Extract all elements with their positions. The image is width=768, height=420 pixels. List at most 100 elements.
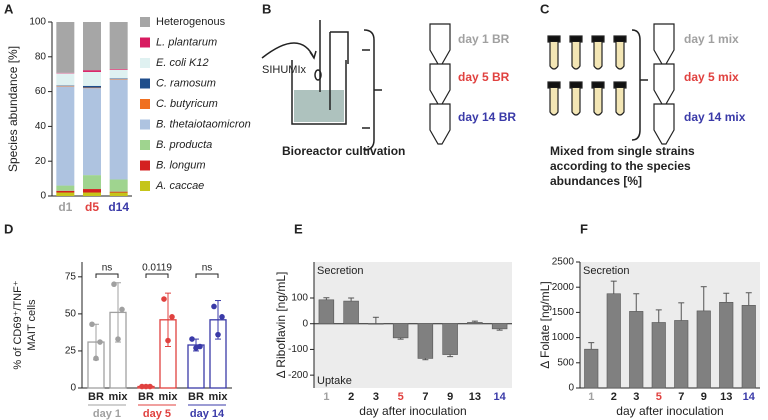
legend-label: B. longum — [156, 159, 206, 171]
data-point — [111, 281, 117, 288]
data-point — [189, 336, 195, 342]
panel-letter: B — [262, 1, 271, 16]
x-axis-label: day after inoculation — [359, 404, 466, 418]
bar-segment — [109, 68, 128, 70]
y-tick-label: 100 — [29, 17, 46, 28]
x-tick-label: 1 — [588, 391, 594, 403]
y-tick-label: 20 — [35, 156, 47, 167]
x-tick-label: d14 — [108, 200, 129, 214]
diagram-output-label: day 14 BR — [458, 110, 516, 124]
data-point — [211, 303, 217, 310]
data-point — [89, 321, 95, 328]
bar-segment — [109, 69, 128, 79]
legend-swatch — [140, 140, 150, 150]
legend-swatch — [140, 17, 150, 27]
bar-segment — [109, 191, 128, 193]
diagram-output-label: day 14 mix — [684, 110, 746, 124]
shaded-region — [314, 262, 512, 388]
y-tick-label: 0 — [70, 383, 76, 394]
x-tick-label: BR — [188, 391, 204, 403]
x-tick-label: 13 — [720, 391, 732, 403]
bar-segment — [83, 71, 101, 86]
bar — [719, 302, 734, 389]
bar — [741, 305, 756, 389]
legend-label: B. thetaiotaomicron — [156, 118, 251, 130]
bar — [442, 323, 458, 355]
x-tick-label: mix — [159, 391, 179, 403]
y-tick-label: 40 — [35, 121, 47, 132]
bar — [392, 323, 409, 339]
bar-segment — [56, 85, 75, 87]
group-label: day 5 — [143, 408, 171, 420]
diagram-output-label: day 1 BR — [458, 32, 510, 46]
x-tick-label: d5 — [85, 200, 99, 214]
significance-label: ns — [202, 263, 213, 274]
y-tick-label: 50 — [65, 309, 77, 320]
data-point — [97, 339, 103, 345]
data-point — [139, 383, 145, 390]
data-point — [143, 383, 149, 390]
legend-label: Heterogenous — [156, 16, 226, 28]
y-axis-label: Δ Folate [ng/mL] — [538, 281, 552, 368]
bar-segment — [56, 72, 75, 74]
significance-label: ns — [102, 263, 113, 274]
bar-segment — [56, 22, 75, 73]
legend-label: A. caccae — [155, 180, 204, 192]
y-tick-label: 75 — [65, 271, 77, 282]
y-tick-label: 100 — [291, 293, 308, 304]
data-point — [93, 355, 99, 362]
bar — [674, 320, 689, 389]
legend-label: C. butyricum — [156, 98, 218, 110]
bar-segment — [109, 79, 128, 180]
data-point — [193, 345, 199, 351]
x-tick-label: 7 — [422, 391, 428, 403]
bar — [187, 344, 205, 389]
panel-letter: F — [580, 221, 588, 236]
data-point — [169, 314, 175, 320]
data-point — [165, 337, 171, 344]
data-point — [119, 306, 125, 313]
x-tick-label: 5 — [656, 391, 662, 403]
x-tick-label: 7 — [678, 391, 684, 403]
annotation: Secretion — [583, 265, 629, 277]
legend-swatch — [140, 37, 150, 48]
x-tick-label: 3 — [373, 391, 379, 403]
y-tick-label: 2500 — [552, 257, 575, 268]
y-axis-label: Δ Riboflavin [ng/mL] — [274, 272, 288, 379]
diagram-caption: Mixed from single strains — [550, 144, 695, 158]
y-tick-label: 0 — [40, 191, 46, 202]
bar-segment — [83, 175, 101, 190]
group-label: day 14 — [190, 408, 225, 420]
x-tick-label: mix — [209, 391, 229, 403]
bar-segment — [83, 85, 101, 88]
annotation: Secretion — [317, 265, 363, 277]
bar-segment — [83, 70, 101, 72]
x-tick-label: BR — [88, 391, 104, 403]
y-axis-label: Species abundance [%] — [6, 46, 20, 172]
x-tick-label: 2 — [348, 391, 354, 403]
bar-segment — [83, 22, 101, 71]
legend-label: B. producta — [156, 139, 212, 151]
group-label: day 1 — [93, 408, 121, 420]
bar — [318, 299, 335, 325]
y-tick-label: 2000 — [552, 282, 575, 293]
mix-diagram — [547, 23, 675, 145]
legend-swatch — [140, 78, 150, 89]
bar — [467, 322, 483, 325]
bar-segment — [56, 190, 75, 193]
x-tick-label: 9 — [701, 391, 707, 403]
significance-bracket — [95, 273, 119, 278]
y-tick-label: 1000 — [552, 332, 575, 343]
legend-swatch — [140, 119, 150, 130]
bar — [491, 323, 508, 330]
x-tick-label: mix — [109, 391, 129, 403]
x-tick-label: 1 — [323, 391, 329, 403]
significance-bracket — [195, 273, 219, 278]
legend-swatch — [140, 99, 150, 109]
panel-letter: C — [540, 1, 550, 16]
legend-swatch — [140, 58, 150, 68]
annotation: Uptake — [317, 375, 352, 387]
x-tick-label: 14 — [494, 391, 507, 403]
diagram-input-label: SIHUMIx — [262, 64, 307, 76]
